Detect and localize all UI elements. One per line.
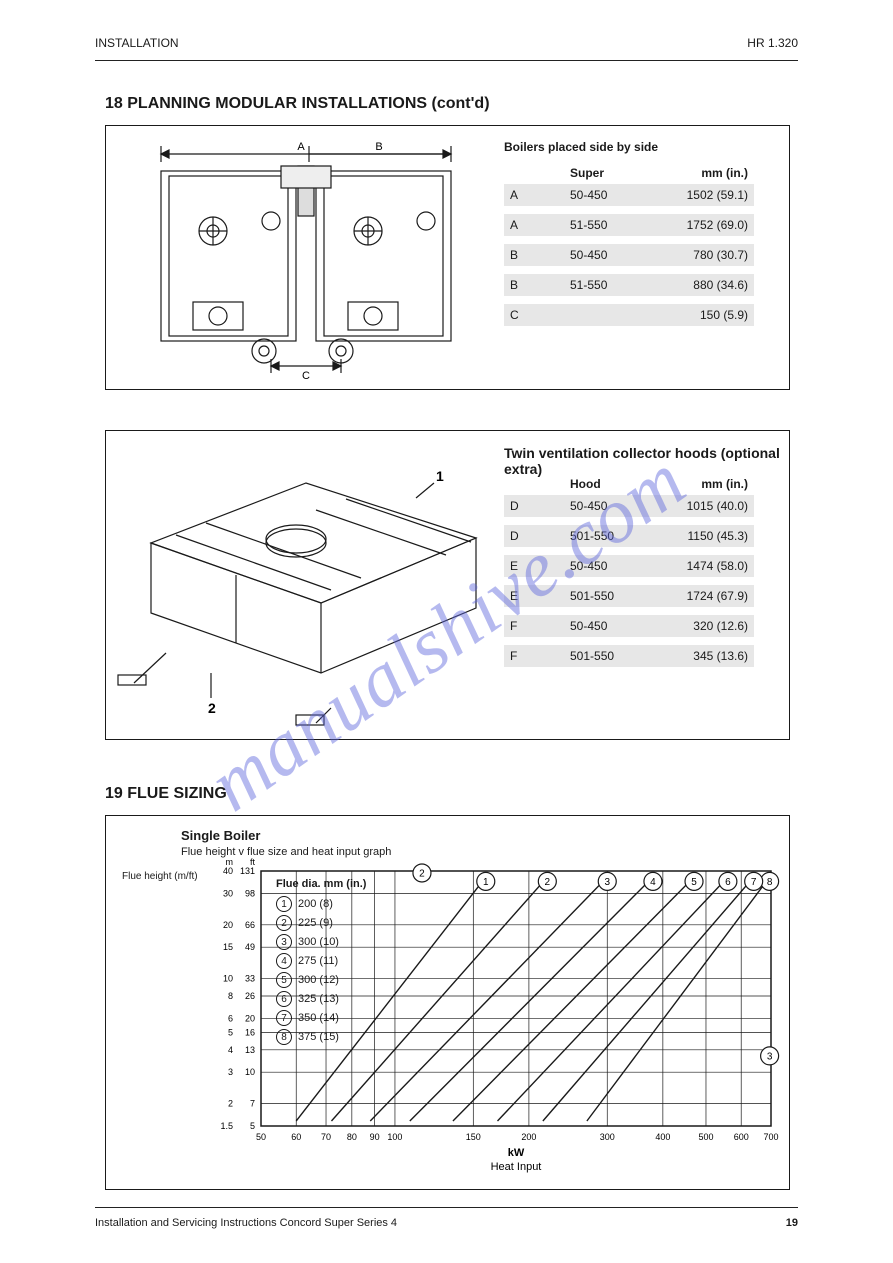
svg-text:13: 13 (245, 1045, 255, 1055)
section-title-1: 18 PLANNING MODULAR INSTALLATIONS (cont'… (105, 95, 490, 113)
svg-text:15: 15 (223, 942, 233, 952)
panel-top-view: A B C Boilers placed side by side Superm… (105, 125, 790, 390)
svg-text:500: 500 (698, 1132, 713, 1142)
panel-chart: Single Boiler Flue height v flue size an… (105, 815, 790, 1190)
svg-text:20: 20 (245, 1013, 255, 1023)
svg-text:2: 2 (228, 1099, 233, 1109)
top-rule (95, 60, 798, 61)
svg-text:5: 5 (691, 877, 697, 888)
svg-text:400: 400 (655, 1132, 670, 1142)
svg-text:10: 10 (223, 974, 233, 984)
svg-text:Heat Input: Heat Input (491, 1161, 542, 1173)
section-title-3: 19 FLUE SIZING (105, 785, 227, 803)
svg-text:4: 4 (228, 1045, 233, 1055)
svg-text:7: 7 (250, 1099, 255, 1109)
svg-text:kW: kW (508, 1147, 525, 1159)
svg-text:600: 600 (734, 1132, 749, 1142)
header-right: HR 1.320 (747, 36, 798, 50)
dimension-table-1: Supermm (in.)A50-4501502 (59.1)A51-55017… (504, 162, 754, 334)
flue-chart: 50 60 70 80 90 100 150 200 300 400 500 600 700 1.5 5 2 7… (106, 816, 791, 1191)
svg-text:131: 131 (240, 866, 255, 876)
svg-text:6: 6 (228, 1013, 233, 1023)
svg-text:100: 100 (387, 1132, 402, 1142)
callout-2: 2 (208, 700, 216, 716)
svg-text:4: 4 (650, 877, 656, 888)
header-left: INSTALLATION (95, 36, 179, 50)
svg-text:300: 300 (600, 1132, 615, 1142)
dimension-table-2: Hoodmm (in.)D50-4501015 (40.0)D501-55011… (504, 473, 754, 675)
svg-text:33: 33 (245, 974, 255, 984)
svg-text:16: 16 (245, 1027, 255, 1037)
svg-text:90: 90 (370, 1132, 380, 1142)
svg-text:1.5: 1.5 (220, 1121, 233, 1131)
svg-text:B: B (375, 141, 382, 153)
svg-text:98: 98 (245, 888, 255, 898)
footer-right: 19 (786, 1217, 798, 1229)
svg-text:200: 200 (521, 1132, 536, 1142)
svg-text:26: 26 (245, 991, 255, 1001)
panel-hood: Twin ventilation collector hoods (option… (105, 430, 790, 740)
svg-text:50: 50 (256, 1132, 266, 1142)
svg-text:6: 6 (725, 877, 731, 888)
page: INSTALLATION HR 1.320 18 PLANNING MODULA… (0, 0, 893, 1263)
footer-left: Installation and Servicing Instructions … (95, 1217, 397, 1229)
figure-top-view: A B C (121, 136, 476, 386)
svg-text:A: A (297, 141, 305, 153)
callout-1: 1 (436, 468, 444, 484)
svg-text:m: m (226, 857, 234, 867)
svg-text:49: 49 (245, 942, 255, 952)
svg-text:8: 8 (767, 877, 773, 888)
svg-text:1: 1 (483, 877, 489, 888)
svg-text:5: 5 (250, 1121, 255, 1131)
bottom-rule (95, 1207, 798, 1208)
svg-text:ft: ft (250, 857, 256, 867)
svg-text:3: 3 (604, 877, 610, 888)
svg-text:5: 5 (228, 1027, 233, 1037)
svg-text:70: 70 (321, 1132, 331, 1142)
svg-text:150: 150 (466, 1132, 481, 1142)
svg-text:30: 30 (223, 888, 233, 898)
svg-text:2: 2 (419, 868, 425, 879)
svg-text:66: 66 (245, 920, 255, 930)
svg-text:10: 10 (245, 1067, 255, 1077)
table1-note: Boilers placed side by side (504, 140, 658, 154)
svg-text:700: 700 (763, 1132, 778, 1142)
svg-text:60: 60 (291, 1132, 301, 1142)
svg-text:3: 3 (767, 1051, 773, 1062)
svg-text:7: 7 (751, 877, 757, 888)
svg-text:40: 40 (223, 866, 233, 876)
svg-text:20: 20 (223, 920, 233, 930)
svg-text:2: 2 (545, 877, 551, 888)
figure-hood: 1 2 (116, 443, 496, 738)
svg-text:8: 8 (228, 991, 233, 1001)
svg-text:3: 3 (228, 1067, 233, 1077)
svg-text:C: C (302, 370, 310, 381)
svg-text:80: 80 (347, 1132, 357, 1142)
